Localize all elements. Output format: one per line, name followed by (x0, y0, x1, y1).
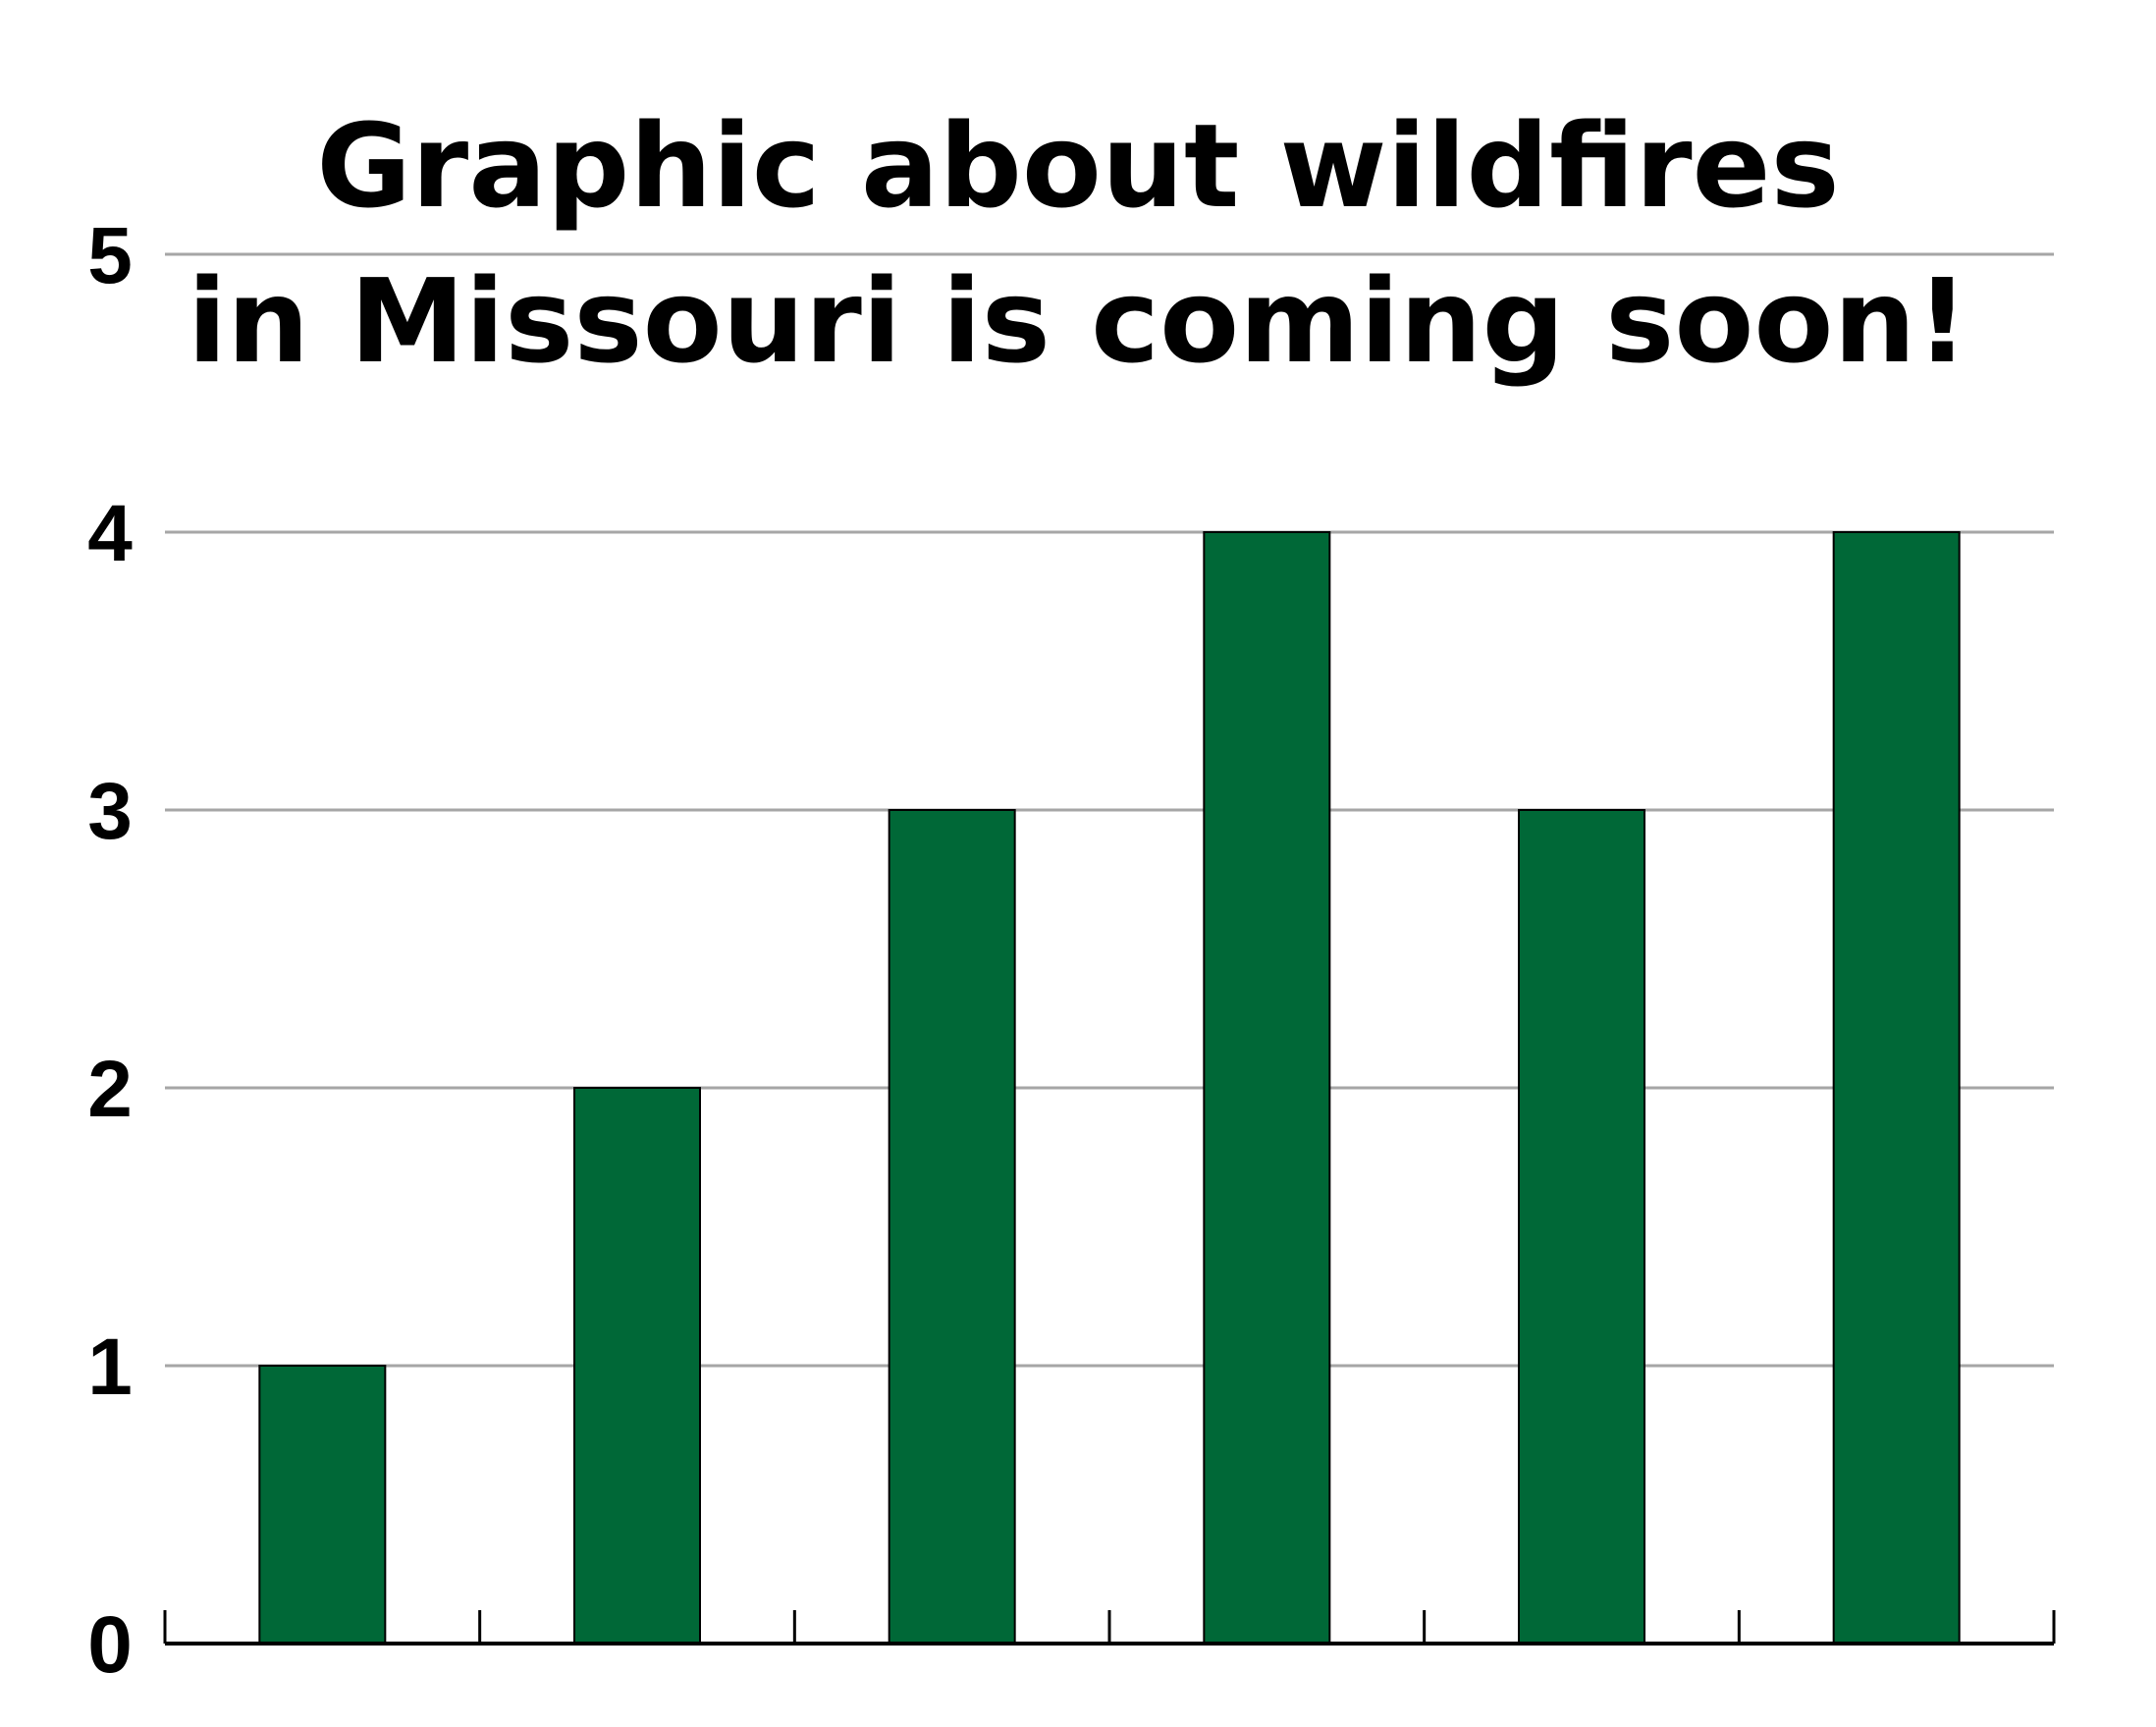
y-axis-tick-labels: 0 1 2 3 4 5 (87, 211, 133, 1690)
chart-title: Graphic about wildfires in Missouri is c… (177, 98, 1979, 389)
bar-3 (888, 809, 1016, 1645)
y-tick-label-1: 1 (87, 1322, 133, 1412)
title-line-2-backdrop (177, 261, 1979, 381)
y-tick-label-4: 4 (87, 489, 133, 578)
bar-1 (258, 1365, 387, 1645)
gridlines (165, 252, 2054, 1368)
bar-4 (1203, 531, 1331, 1645)
title-line-1-backdrop (306, 106, 1850, 226)
y-tick-label-5: 5 (87, 211, 133, 300)
bar-5 (1518, 809, 1645, 1645)
y-tick-label-2: 2 (87, 1045, 133, 1134)
bar-2 (573, 1087, 701, 1645)
bars (258, 531, 1961, 1645)
chart-title-line-2: in Missouri is coming soon! (188, 253, 1969, 389)
chart-title-line-1: Graphic about wildfires (316, 98, 1840, 234)
bar-6 (1832, 531, 1961, 1645)
y-tick-label-0: 0 (87, 1600, 133, 1690)
y-tick-label-3: 3 (87, 767, 133, 856)
x-axis (163, 1610, 2056, 1646)
